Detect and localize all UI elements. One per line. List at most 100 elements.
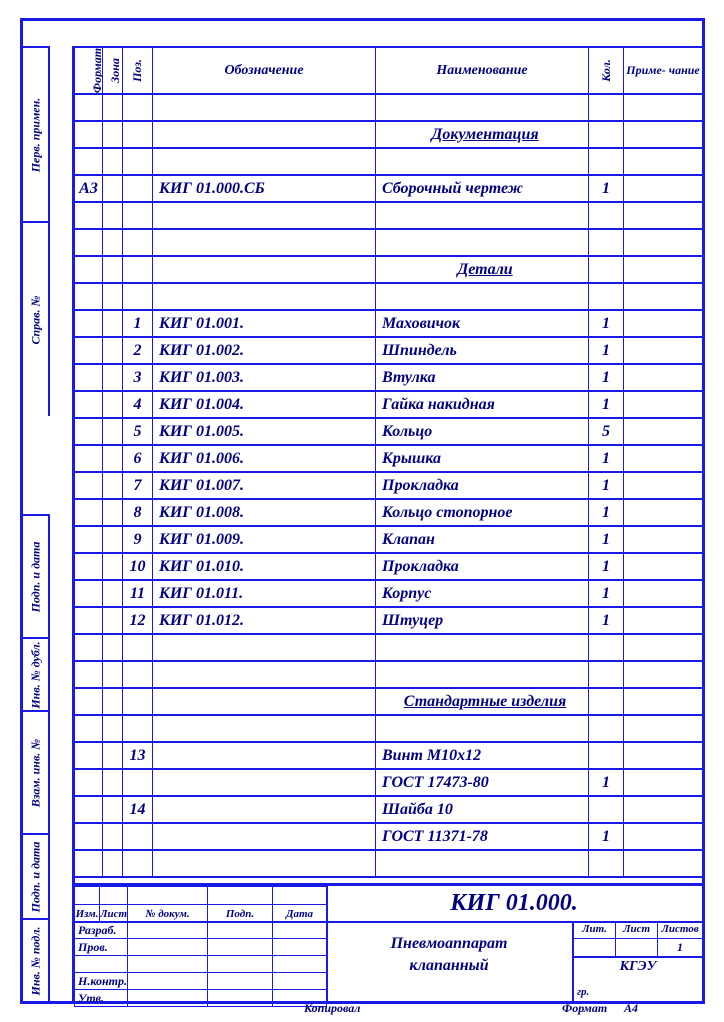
group-label: гр.	[577, 986, 589, 998]
cell	[153, 823, 376, 850]
cell: КИГ 01.002.	[153, 337, 376, 364]
cell	[103, 391, 123, 418]
cell	[103, 337, 123, 364]
cell: КИГ 01.010.	[153, 553, 376, 580]
cell	[153, 634, 376, 661]
hdr-doc: № докум.	[128, 905, 208, 923]
cell	[75, 769, 103, 796]
cell	[624, 445, 703, 472]
cell	[103, 823, 123, 850]
cell	[624, 283, 703, 310]
cell	[103, 364, 123, 391]
cell	[103, 175, 123, 202]
cell	[153, 850, 376, 877]
cell	[376, 229, 589, 256]
table-row	[75, 715, 703, 742]
doc-title: Пневмоаппарат клапанный	[326, 921, 574, 1001]
side-box-3: Подп. и дата	[23, 514, 50, 637]
cell	[75, 256, 103, 283]
page: Перв. примен. Справ. № Подп. и дата Инв.…	[0, 0, 724, 1022]
cell	[376, 661, 589, 688]
table-row: 13Винт М10х12	[75, 742, 703, 769]
cell: 1	[589, 526, 624, 553]
cell	[589, 742, 624, 769]
table-row: 11КИГ 01.011.Корпус1	[75, 580, 703, 607]
side-label: Справ. №	[28, 295, 43, 344]
cell	[123, 229, 153, 256]
cell	[103, 148, 123, 175]
cell	[123, 850, 153, 877]
table-row: ГОСТ 11371-781	[75, 823, 703, 850]
table-row: 6КИГ 01.006.Крышка1	[75, 445, 703, 472]
cell	[624, 175, 703, 202]
cell	[153, 121, 376, 148]
cell	[376, 94, 589, 121]
table-row	[75, 94, 703, 121]
cell	[624, 526, 703, 553]
hdr-list: Лист	[100, 905, 128, 923]
cell	[75, 418, 103, 445]
cell	[75, 202, 103, 229]
hdr-sheet: Лист	[616, 921, 657, 939]
cell: 1	[589, 364, 624, 391]
cell	[75, 688, 103, 715]
cell: КИГ 01.001.	[153, 310, 376, 337]
cell: Документация	[376, 121, 589, 148]
org-block: КГЭУ гр.	[574, 956, 702, 1001]
hdr-date: Дата	[273, 905, 327, 923]
cell: Кольцо	[376, 418, 589, 445]
cell: 1	[589, 823, 624, 850]
cell	[75, 283, 103, 310]
cell: 1	[589, 580, 624, 607]
table-row: 5КИГ 01.005.Кольцо5	[75, 418, 703, 445]
cell: Кольцо стопорное	[376, 499, 589, 526]
side-label: Взам. инв. №	[28, 738, 43, 807]
cell: КИГ 01.003.	[153, 364, 376, 391]
cell	[103, 634, 123, 661]
hdr-lit: Лит.	[574, 921, 615, 939]
cell	[123, 823, 153, 850]
cell	[123, 283, 153, 310]
cell: 6	[123, 445, 153, 472]
cell	[103, 310, 123, 337]
doc-number: КИГ 01.000.	[326, 886, 702, 923]
cell	[75, 823, 103, 850]
role	[75, 956, 128, 973]
cell	[624, 688, 703, 715]
cell: Крышка	[376, 445, 589, 472]
cell	[75, 526, 103, 553]
cell	[75, 337, 103, 364]
cell: 14	[123, 796, 153, 823]
cell	[103, 850, 123, 877]
side-label: Подп. и дата	[28, 841, 43, 912]
cell	[75, 796, 103, 823]
cell	[153, 94, 376, 121]
table-row: 1КИГ 01.001.Маховичок1	[75, 310, 703, 337]
cell	[624, 634, 703, 661]
cell: 1	[589, 769, 624, 796]
cell	[624, 229, 703, 256]
cell: КИГ 01.007.	[153, 472, 376, 499]
cell	[103, 715, 123, 742]
cell	[624, 823, 703, 850]
spec-table: Формат Зона Поз. Обозначение Наименовани…	[74, 46, 702, 878]
table-row: 14Шайба 10	[75, 796, 703, 823]
tb-change-grid: Изм. Лист № докум. Подп. Дата	[74, 886, 328, 921]
cell	[103, 94, 123, 121]
cell	[103, 499, 123, 526]
cell	[153, 148, 376, 175]
table-row: 8КИГ 01.008.Кольцо стопорное1	[75, 499, 703, 526]
cell	[123, 94, 153, 121]
table-row: 7КИГ 01.007.Прокладка1	[75, 472, 703, 499]
cell	[624, 121, 703, 148]
table-row: 12КИГ 01.012.Штуцер1	[75, 607, 703, 634]
side-label: Инв. № подл.	[28, 926, 43, 995]
cell: Втулка	[376, 364, 589, 391]
cell: 5	[123, 418, 153, 445]
cell	[624, 148, 703, 175]
cell: 1	[589, 472, 624, 499]
cell	[75, 94, 103, 121]
cell	[153, 769, 376, 796]
cell	[589, 121, 624, 148]
cell	[376, 850, 589, 877]
